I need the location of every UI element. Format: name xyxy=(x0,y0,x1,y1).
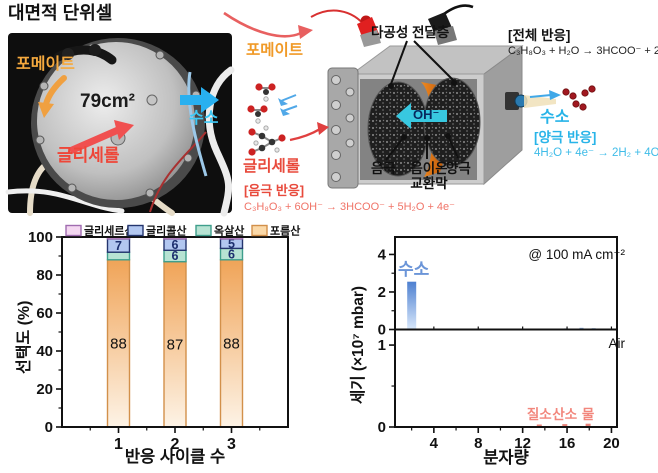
bar-value-label: 5 xyxy=(228,237,235,251)
x-tick-label: 3 xyxy=(227,436,236,453)
anode-reaction-formula: 4H₂O + 4e⁻ → 2H₂ + 4OH⁻ xyxy=(534,147,658,159)
y-tick-label: 100 xyxy=(28,229,53,246)
intensity-y-label: 세기 (×10⁷ mbar) xyxy=(350,285,367,404)
cathode-label: 음극 xyxy=(371,161,396,176)
diagram-hydrogen-label: 수소 xyxy=(540,109,570,126)
cathode-reaction-title: [음극 반응] xyxy=(244,183,305,198)
bar-value-label: 7 xyxy=(115,239,122,253)
photo-formate-label: 포메이트 xyxy=(16,56,75,73)
selectivity-chart: 88 7 87 6 6 88 6 5 0 20 40 60 80 100 1 2 3 글리세르산 글리콜산 옥살산 포름… xyxy=(0,222,340,473)
x-tick-label: 20 xyxy=(603,435,620,452)
air-peak xyxy=(536,424,542,427)
legend-label: 글리세르산 xyxy=(84,224,135,238)
air-peak xyxy=(585,423,591,427)
air-peak-label: 질소 xyxy=(527,407,552,422)
x-tick-label: 8 xyxy=(474,435,482,452)
y-tick-label: 20 xyxy=(36,381,53,398)
membrane-label-line2: 교환막 xyxy=(410,176,448,191)
legend-label: 포름산 xyxy=(270,224,300,238)
hydrogen-molecules xyxy=(562,85,596,111)
selectivity-y-label: 선택도 (%) xyxy=(16,300,33,375)
photo-hydrogen-label: 수소 xyxy=(189,110,219,127)
bar-value-label: 6 xyxy=(172,249,179,263)
bottom-panel-frame xyxy=(394,328,618,428)
selectivity-x-label: 반응 사이클 수 xyxy=(124,448,226,466)
anode-reaction-title: [양극 반응] xyxy=(534,130,597,145)
formate-molecules xyxy=(247,83,298,124)
y-tick-label: 0 xyxy=(45,419,53,436)
membrane-label-line1: 음이온 xyxy=(410,161,448,176)
porous-layer-label: 다공성 전달층 xyxy=(371,25,450,40)
photo-glycerol-label: 글리세롤 xyxy=(57,146,120,165)
y-tick-label: 80 xyxy=(36,267,53,284)
x-tick-label: 16 xyxy=(559,435,576,452)
bar-value-label: 87 xyxy=(167,336,184,353)
top-illustration xyxy=(5,4,596,217)
y-tick-label: 4 xyxy=(378,246,387,263)
bar-value-label: 88 xyxy=(110,335,127,352)
y-tick-label: 60 xyxy=(36,305,53,322)
air-panel-label: Air xyxy=(608,336,626,351)
legend-swatch xyxy=(195,224,212,237)
electrode-clips xyxy=(357,4,474,47)
x-tick-label: 4 xyxy=(430,435,439,452)
legend-swatch xyxy=(65,224,82,237)
air-peak-label: 산소 xyxy=(552,406,577,422)
overall-reaction-formula: C₃H₈O₃ + H₂O → 3HCOO⁻ + 2H₂ xyxy=(508,45,658,57)
mid-formate-label: 포메이트 xyxy=(246,42,304,59)
legend-swatch xyxy=(251,224,268,237)
glycerol-molecules xyxy=(248,122,329,156)
y-tick-label: 2 xyxy=(378,284,386,301)
bar-value-label: 6 xyxy=(228,247,235,261)
mass-x-label: 분자량 xyxy=(483,449,529,467)
anode-label: 양극 xyxy=(446,161,471,176)
legend-label: 글리콜산 xyxy=(146,224,186,238)
bar-value-label: 88 xyxy=(223,335,240,352)
unit-cell-photo xyxy=(5,33,235,217)
legend-label: 옥살산 xyxy=(214,224,244,238)
bar-value-label: 6 xyxy=(172,238,179,252)
figure-title: 대면적 단위셀 xyxy=(8,3,113,23)
hydrogen-peak-label: 수소 xyxy=(398,260,430,279)
current-density-annotation: @ 100 mA cm⁻² xyxy=(528,247,625,262)
hydrogen-bar xyxy=(407,281,417,330)
cathode-reaction-formula: C₃H₈O₃ + 6OH⁻ → 3HCOO⁻ + 5H₂O + 4e⁻ xyxy=(244,201,455,213)
electrolyzer-diagram xyxy=(327,40,596,189)
y-tick-label: 40 xyxy=(36,343,53,360)
oh-ion-label: OH⁻ xyxy=(413,107,440,122)
photo-to-diagram-arrow xyxy=(223,9,367,39)
y-tick-label: 1 xyxy=(378,337,386,354)
x-tick-label: 1 xyxy=(114,436,123,453)
x-tick-label: 2 xyxy=(171,436,180,453)
legend-swatch xyxy=(127,224,144,237)
bar-segment xyxy=(106,251,131,261)
x-tick-label: 12 xyxy=(514,435,531,452)
y-tick-label: 0 xyxy=(378,322,386,339)
air-peak-label: 물 xyxy=(582,407,594,422)
overall-reaction-title: [전체 반응] xyxy=(508,28,571,43)
air-peak xyxy=(562,424,568,427)
y-tick-label: 0 xyxy=(378,419,386,436)
mid-glycerol-label: 글리세롤 xyxy=(243,158,301,175)
photo-area-label: 79cm² xyxy=(80,91,135,112)
gas-analysis-chart: 질소 산소 물 0 2 4 0 1 4 8 12 16 20 세기 (×10⁷ mbar) 분자량 @ … xyxy=(340,222,658,473)
